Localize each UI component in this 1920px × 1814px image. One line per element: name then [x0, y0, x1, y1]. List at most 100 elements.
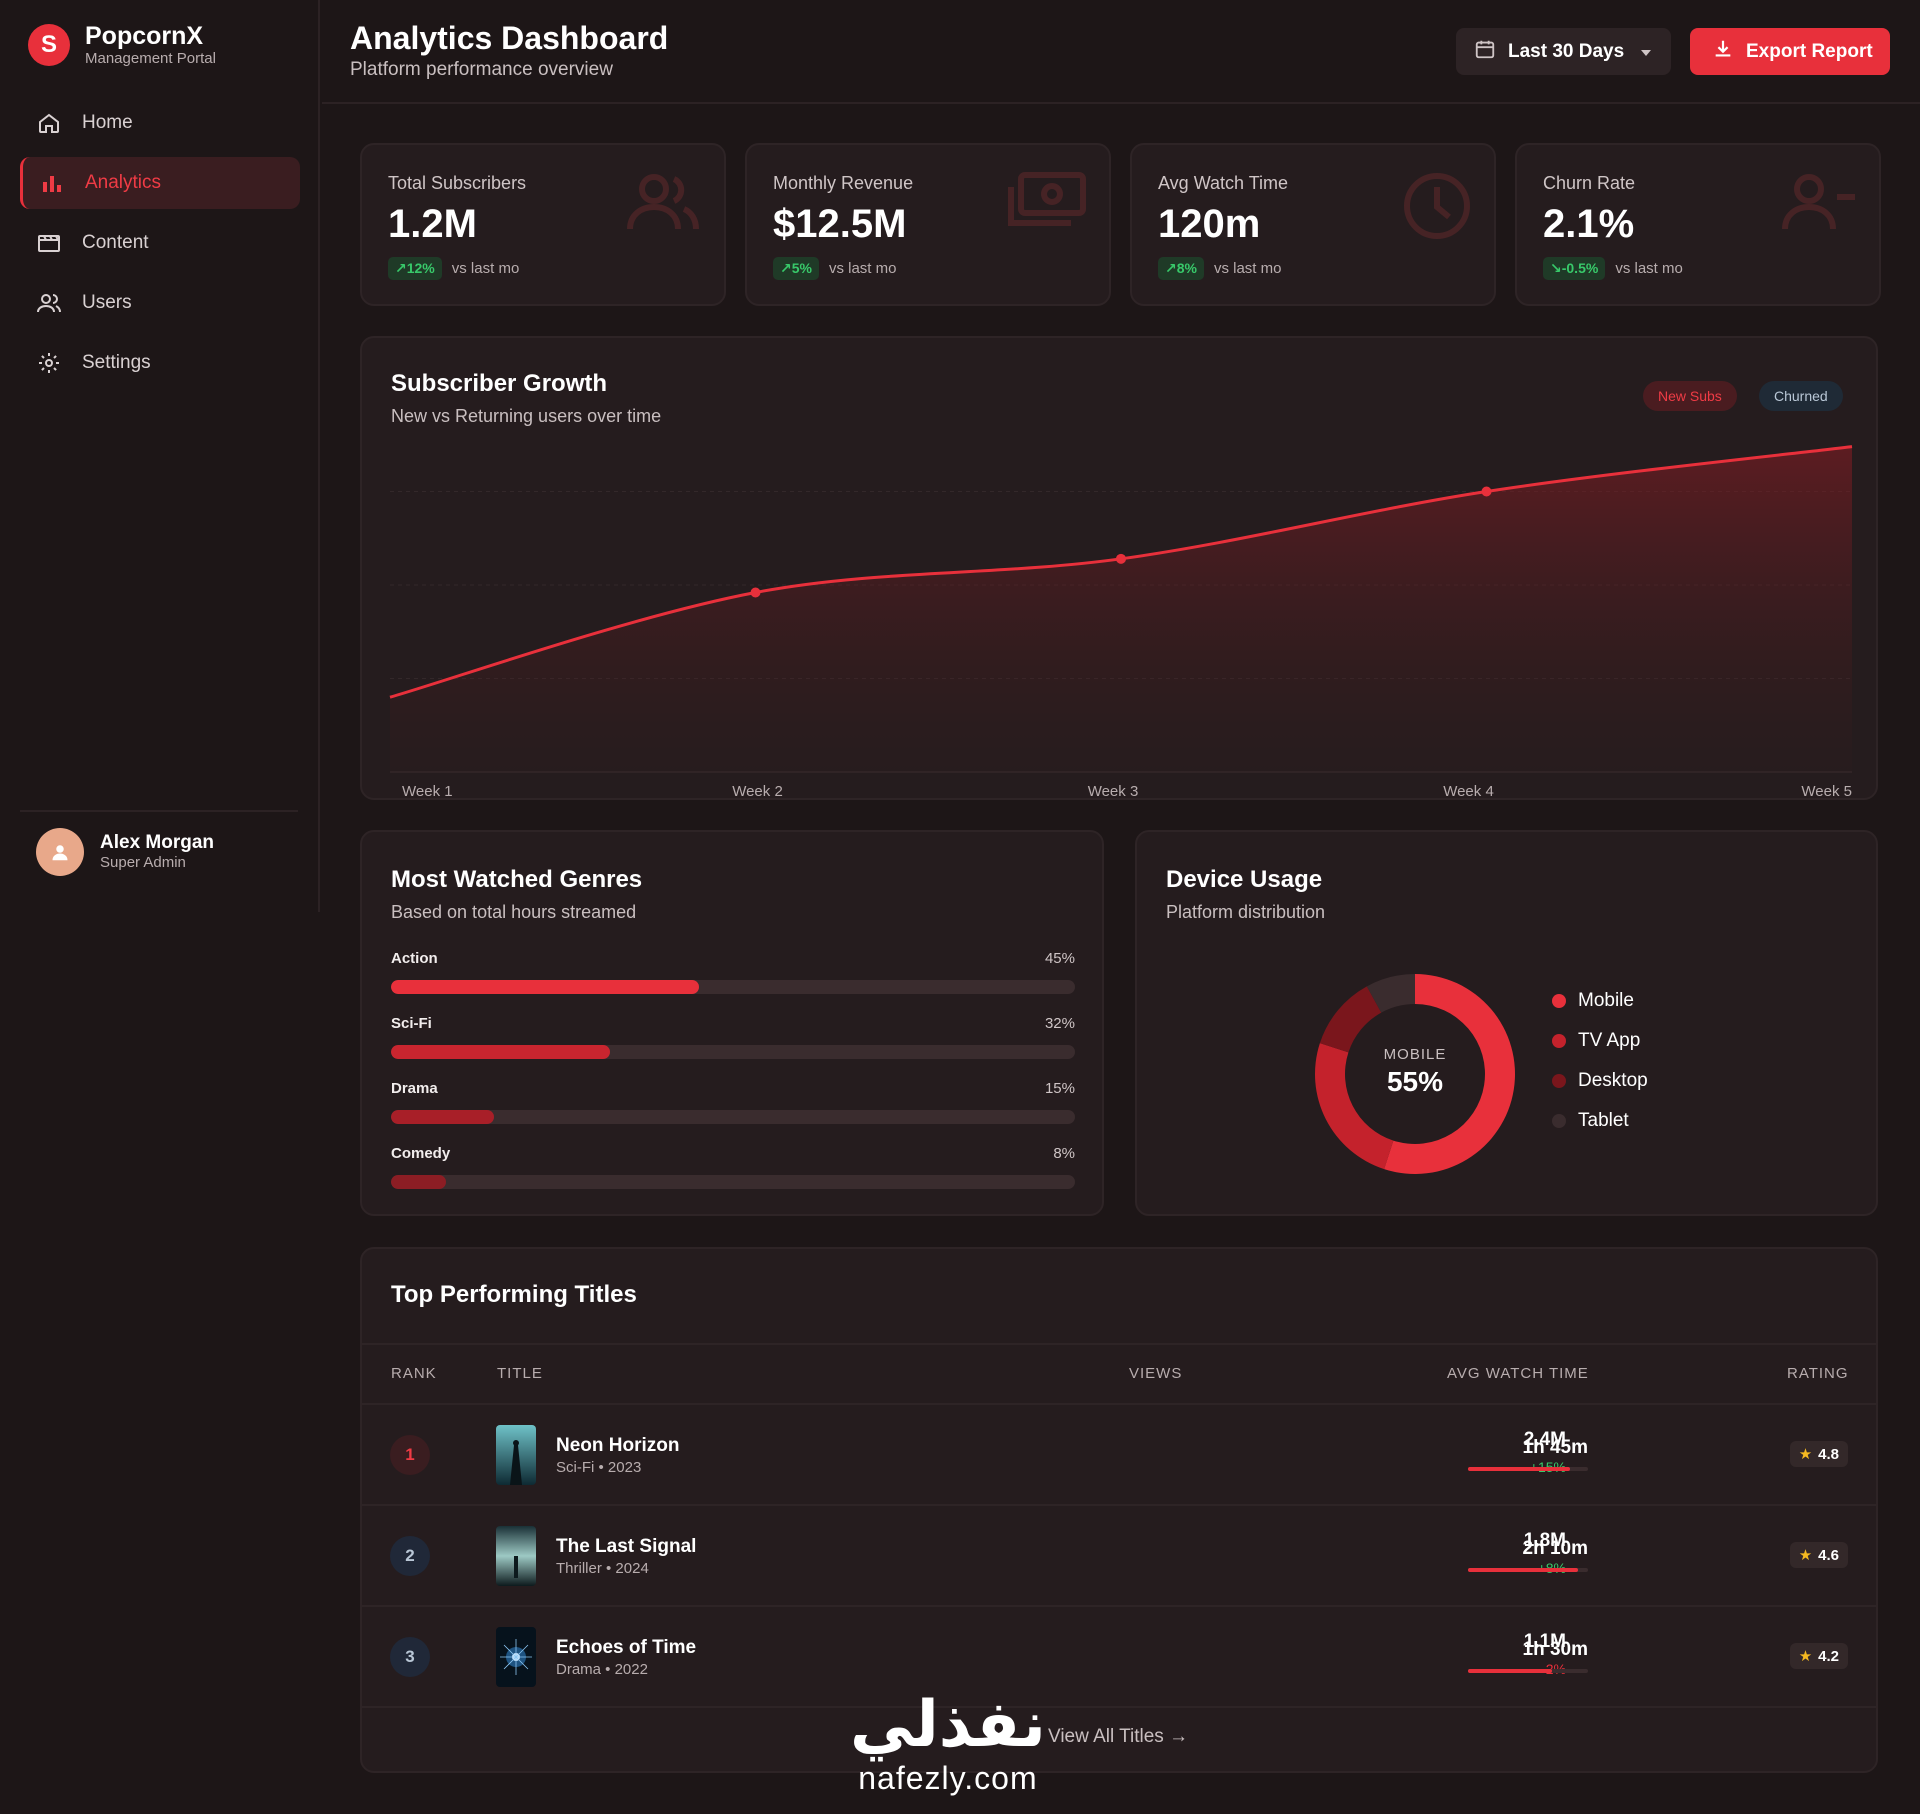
- device-legend-item[interactable]: Tablet: [1552, 1110, 1629, 1132]
- poster-image: [496, 1627, 536, 1687]
- arrow-right-icon: →: [1169, 1726, 1189, 1747]
- title-meta: Sci-Fi • 2023: [556, 1459, 642, 1476]
- title-name: The Last Signal: [556, 1536, 697, 1557]
- stat-foot-label: vs last mo: [1213, 260, 1282, 277]
- sidebar-item-label: Home: [82, 112, 133, 133]
- legend-dot: [1552, 1034, 1566, 1048]
- x-tick-label: Week 3: [1088, 783, 1139, 800]
- legend-label: TV App: [1578, 1030, 1641, 1051]
- gear-icon: [36, 350, 62, 376]
- user-minus-icon: [1781, 171, 1857, 236]
- watermark: نفذلي nafezly.com: [850, 1690, 1046, 1796]
- star-icon: ★: [1798, 1547, 1813, 1564]
- series-area-new-subs: [390, 446, 1852, 772]
- rank-badge: 2: [390, 1536, 430, 1576]
- x-tick-label: Week 4: [1443, 783, 1494, 800]
- views-value: 1.1M: [1523, 1631, 1566, 1652]
- col-header-watch-time[interactable]: AVG WATCH TIME: [1447, 1365, 1589, 1382]
- clock-icon: [1402, 171, 1472, 246]
- watch-time-bar: [1468, 1568, 1588, 1572]
- sidebar-item-label: Settings: [82, 352, 151, 373]
- stat-value: 1.2M: [388, 202, 477, 246]
- rating-badge: ★ 4.2: [1789, 1643, 1848, 1669]
- stat-foot-label: vs last mo: [451, 260, 520, 277]
- sidebar-divider: [20, 810, 298, 812]
- donut-slice-tablet: [1366, 974, 1415, 1013]
- stat-change-badge: ↗5%: [773, 257, 819, 280]
- sidebar-item-users[interactable]: Users: [20, 277, 300, 329]
- stat-title: Monthly Revenue: [773, 173, 914, 193]
- genre-track: [391, 1110, 1075, 1124]
- calendar-icon: [1474, 38, 1496, 66]
- download-icon: [1712, 38, 1734, 66]
- users-icon: [36, 290, 62, 316]
- watch-time-bar: [1468, 1669, 1588, 1673]
- sidebar-item-content[interactable]: Content: [20, 217, 300, 269]
- x-tick-label: Week 1: [402, 783, 453, 800]
- watch-time-value: 1h 45m: [1522, 1437, 1588, 1458]
- date-range-dropdown[interactable]: Last 30 Days: [1456, 28, 1671, 75]
- data-point: [750, 587, 761, 598]
- col-header-views[interactable]: VIEWS: [1129, 1365, 1183, 1382]
- poster-image: [496, 1526, 536, 1586]
- sidebar-item-label: Users: [82, 292, 132, 313]
- user-profile[interactable]: Alex Morgan Super Admin: [36, 828, 214, 876]
- export-report-label: Export Report: [1746, 40, 1873, 62]
- view-all-titles-link[interactable]: View All Titles →: [1048, 1726, 1189, 1747]
- views-value: 1.8M: [1523, 1530, 1566, 1551]
- sidebar-item-analytics[interactable]: Analytics: [20, 157, 300, 209]
- rank-badge: 3: [390, 1637, 430, 1677]
- top-titles-card: Top Performing Titles: [360, 1247, 1878, 1773]
- sidebar-nav: Home Analytics Content Users Settings: [20, 97, 300, 397]
- growth-chart: Week 1 Week 2 Week 3 Week 4 Week 5: [389, 445, 1853, 800]
- page-title: Analytics Dashboard: [350, 20, 669, 56]
- rank-badge: 1: [390, 1435, 430, 1475]
- table-title: Top Performing Titles: [391, 1281, 637, 1308]
- avatar: [36, 828, 84, 876]
- legend-churned[interactable]: Churned: [1759, 381, 1843, 411]
- watermark-latin: nafezly.com: [858, 1760, 1038, 1796]
- legend-new-subs[interactable]: New Subs: [1643, 381, 1737, 411]
- device-legend-item[interactable]: Mobile: [1552, 990, 1634, 1012]
- genre-track: [391, 980, 1075, 994]
- stat-change-badge: ↗12%: [388, 257, 442, 280]
- genre-percent: 8%: [1053, 1145, 1075, 1162]
- table-row[interactable]: 2 The Last Signal Thriller • 2024 1.8M+8…: [362, 1504, 1878, 1604]
- brand[interactable]: S PopcornX Management Portal: [28, 22, 216, 68]
- genre-label: Sci-Fi: [391, 1015, 432, 1032]
- genre-label: Action: [391, 950, 438, 967]
- table-row[interactable]: 1 Neon Horizon Sci-Fi • 2023 2.4M+15% 1h…: [362, 1403, 1878, 1503]
- genres-title: Most Watched Genres: [391, 866, 643, 893]
- device-usage-card: Device Usage Platform distribution MOBIL…: [1135, 830, 1878, 1216]
- users-icon: [626, 171, 702, 236]
- device-legend-item[interactable]: TV App: [1552, 1030, 1640, 1052]
- device-legend-item[interactable]: Desktop: [1552, 1070, 1648, 1092]
- x-tick-label: Week 5: [1801, 783, 1852, 800]
- device-donut-chart: [1315, 974, 1515, 1174]
- col-header-title[interactable]: TITLE: [497, 1365, 543, 1382]
- watch-time-value: 2h 10m: [1522, 1538, 1588, 1559]
- genre-percent: 32%: [1044, 1015, 1075, 1032]
- sidebar-item-home[interactable]: Home: [20, 97, 300, 149]
- growth-title: Subscriber Growth: [391, 370, 608, 397]
- col-header-rating[interactable]: RATING: [1787, 1365, 1849, 1382]
- genre-bar-fill: [391, 1045, 610, 1059]
- watch-time-value: 1h 30m: [1522, 1639, 1588, 1660]
- star-icon: ★: [1798, 1446, 1813, 1463]
- col-header-rank[interactable]: RANK: [391, 1365, 437, 1382]
- title-name: Echoes of Time: [556, 1637, 697, 1658]
- sidebar-item-settings[interactable]: Settings: [20, 337, 300, 389]
- user-name: Alex Morgan: [100, 832, 215, 853]
- stat-value: 120m: [1158, 202, 1261, 246]
- star-icon: ★: [1798, 1648, 1813, 1665]
- legend-dot: [1552, 1114, 1566, 1128]
- table-row[interactable]: 3 Echoes of Time Drama • 2022 1.1M-2% 1h…: [362, 1605, 1878, 1705]
- export-report-button[interactable]: Export Report: [1690, 28, 1890, 75]
- stat-title: Total Subscribers: [388, 173, 527, 193]
- stat-card-subscribers: Total Subscribers 1.2M ↗12% vs last mo: [360, 143, 726, 306]
- legend-dot: [1552, 1074, 1566, 1088]
- sidebar: S PopcornX Management Portal Home Analyt…: [0, 0, 320, 912]
- page-header: Analytics Dashboard Platform performance…: [322, 0, 1920, 104]
- watermark-arabic: نفذلي: [850, 1688, 1046, 1762]
- sidebar-item-label: Content: [82, 232, 149, 253]
